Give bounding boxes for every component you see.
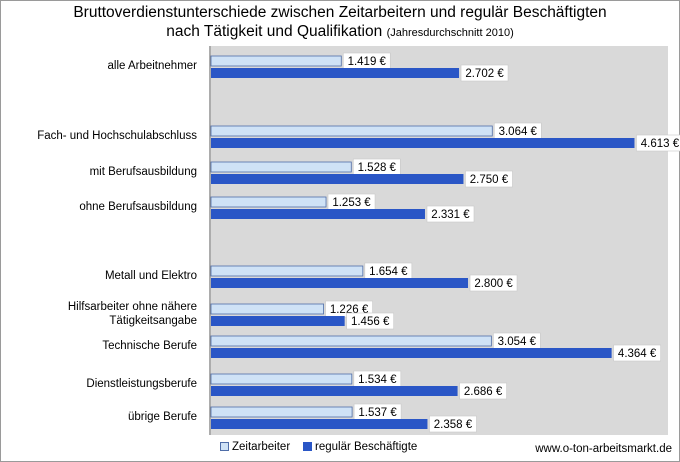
- category-label: Fach- und Hochschulabschluss: [37, 129, 197, 143]
- bar-zeitarbeiter: [210, 406, 353, 418]
- plot-area: [209, 46, 668, 435]
- category-label: Technische Berufe: [102, 339, 197, 353]
- category-label-line: Tätigkeitsangabe: [109, 315, 197, 327]
- bar-regulaer: [211, 316, 345, 326]
- bar-regulaer: [211, 278, 469, 288]
- data-label: 2.702 €: [460, 64, 509, 82]
- data-label-text: 2.358 €: [434, 419, 473, 431]
- data-label-text: 4.364 €: [618, 348, 657, 360]
- bar-regulaer: [211, 209, 425, 219]
- data-label: 1.534 €: [353, 370, 402, 388]
- bar-zeitarbeiter: [210, 335, 492, 347]
- category-label-line: übrige Berufe: [127, 411, 197, 423]
- title-note: (Jahresdurchschnitt 2010): [386, 27, 514, 39]
- category-label-line: Technische Berufe: [102, 340, 197, 352]
- category-label-line: mit Berufsausbildung: [89, 166, 197, 178]
- data-label-text: 4.613 €: [641, 138, 680, 150]
- data-label: 2.750 €: [465, 170, 513, 188]
- data-label: 2.331 €: [426, 205, 475, 223]
- title-line-2-main: nach Tätigkeit und Qualifikation: [166, 23, 383, 40]
- category-label-line: Dienstleistungsberufe: [86, 378, 197, 390]
- data-label-text: 1.534 €: [358, 374, 397, 386]
- category-label: mit Berufsausbildung: [90, 165, 197, 179]
- bar-regulaer: [211, 138, 635, 148]
- bar-zeitarbeiter: [210, 265, 364, 277]
- category-label: Dienstleistungsberufe: [86, 377, 197, 391]
- bar-zeitarbeiter: [210, 196, 327, 208]
- data-label: 2.800 €: [469, 274, 518, 292]
- data-label-box: [469, 274, 518, 292]
- data-label-box: [346, 312, 394, 330]
- bar-regulaer: [211, 68, 460, 78]
- bar-zeitarbeiter: [210, 373, 353, 385]
- data-label-box: [459, 382, 507, 400]
- title-line-2: nach Tätigkeit und Qualifikation (Jahres…: [0, 22, 680, 43]
- data-label: 1.654 €: [364, 262, 413, 280]
- data-label: 2.358 €: [429, 415, 477, 433]
- bar-zeitarbeiter: [210, 303, 324, 315]
- data-label-text: 1.253 €: [332, 197, 371, 209]
- data-label-box: [636, 134, 680, 152]
- data-label: 4.613 €: [636, 134, 680, 152]
- data-label: 2.686 €: [459, 382, 507, 400]
- category-label-line: Fach- und Hochschulabschluss: [37, 130, 197, 142]
- bar-zeitarbeiter: [210, 55, 342, 67]
- legend-item-zeitarbeiter: Zeitarbeiter: [220, 441, 290, 453]
- data-label: 3.054 €: [493, 332, 541, 350]
- data-label-text: 1.528 €: [358, 162, 397, 174]
- data-label: 1.253 €: [327, 193, 376, 211]
- category-label: Hilfsarbeiter ohne nähere Tätigkeitsangab…: [68, 300, 197, 328]
- data-label-box: [460, 64, 509, 82]
- category-label-line: alle Arbeitnehmer: [107, 60, 198, 72]
- data-label: 1.528 €: [352, 158, 401, 176]
- legend-label-zeitarbeiter: Zeitarbeiter: [232, 441, 291, 453]
- legend-swatch-regulaer: [303, 442, 312, 451]
- bar-regulaer: [211, 174, 464, 184]
- data-label: 4.364 €: [613, 344, 661, 362]
- bar-regulaer: [211, 348, 612, 358]
- data-label-box: [429, 415, 477, 433]
- data-label: 3.064 €: [493, 122, 542, 140]
- data-label-text: 1.419 €: [348, 56, 387, 68]
- data-label-text: 2.331 €: [431, 209, 470, 221]
- category-label: übrige Berufe: [128, 410, 197, 424]
- data-label-text: 2.750 €: [470, 174, 509, 186]
- data-label-box: [465, 170, 513, 188]
- legend-swatch-zeitarbeiter: [220, 442, 229, 451]
- category-label: alle Arbeitnehmer: [108, 59, 198, 73]
- data-label-text: 1.654 €: [369, 266, 408, 278]
- category-label-line: Hilfsarbeiter ohne nähere: [67, 301, 197, 313]
- data-label-text: 3.054 €: [498, 336, 537, 348]
- data-label-text: 2.702 €: [465, 68, 504, 80]
- source-url: www.o-ton-arbeitsmarkt.de: [535, 443, 672, 455]
- data-label-text: 3.064 €: [499, 126, 538, 138]
- category-label-line: ohne Berufsausbildung: [79, 201, 197, 213]
- data-label: 1.419 €: [342, 52, 391, 70]
- data-label: 1.537 €: [353, 403, 402, 421]
- bar-regulaer: [211, 419, 428, 429]
- category-label-line: Metall und Elektro: [104, 270, 197, 282]
- bar-zeitarbeiter: [210, 161, 352, 173]
- data-label-text: 1.456 €: [351, 316, 390, 328]
- data-label-box: [613, 344, 661, 362]
- legend-item-regulaer: regulär Beschäftigte: [303, 441, 417, 453]
- data-label-text: 2.686 €: [464, 386, 503, 398]
- category-label: Metall und Elektro: [105, 269, 197, 283]
- data-label: 1.456 €: [346, 312, 394, 330]
- data-label-text: 2.800 €: [474, 278, 513, 290]
- chart-title: Bruttoverdienstunterschiede zwischen Zei…: [0, 3, 680, 43]
- data-label-text: 1.537 €: [358, 407, 397, 419]
- data-label-box: [426, 205, 475, 223]
- title-line-1: Bruttoverdienstunterschiede zwischen Zei…: [73, 4, 607, 21]
- bar-zeitarbeiter: [210, 125, 493, 137]
- legend-label-regulaer: regulär Beschäftigte: [315, 441, 418, 453]
- bar-regulaer: [211, 386, 458, 396]
- category-label: ohne Berufsausbildung: [79, 200, 197, 214]
